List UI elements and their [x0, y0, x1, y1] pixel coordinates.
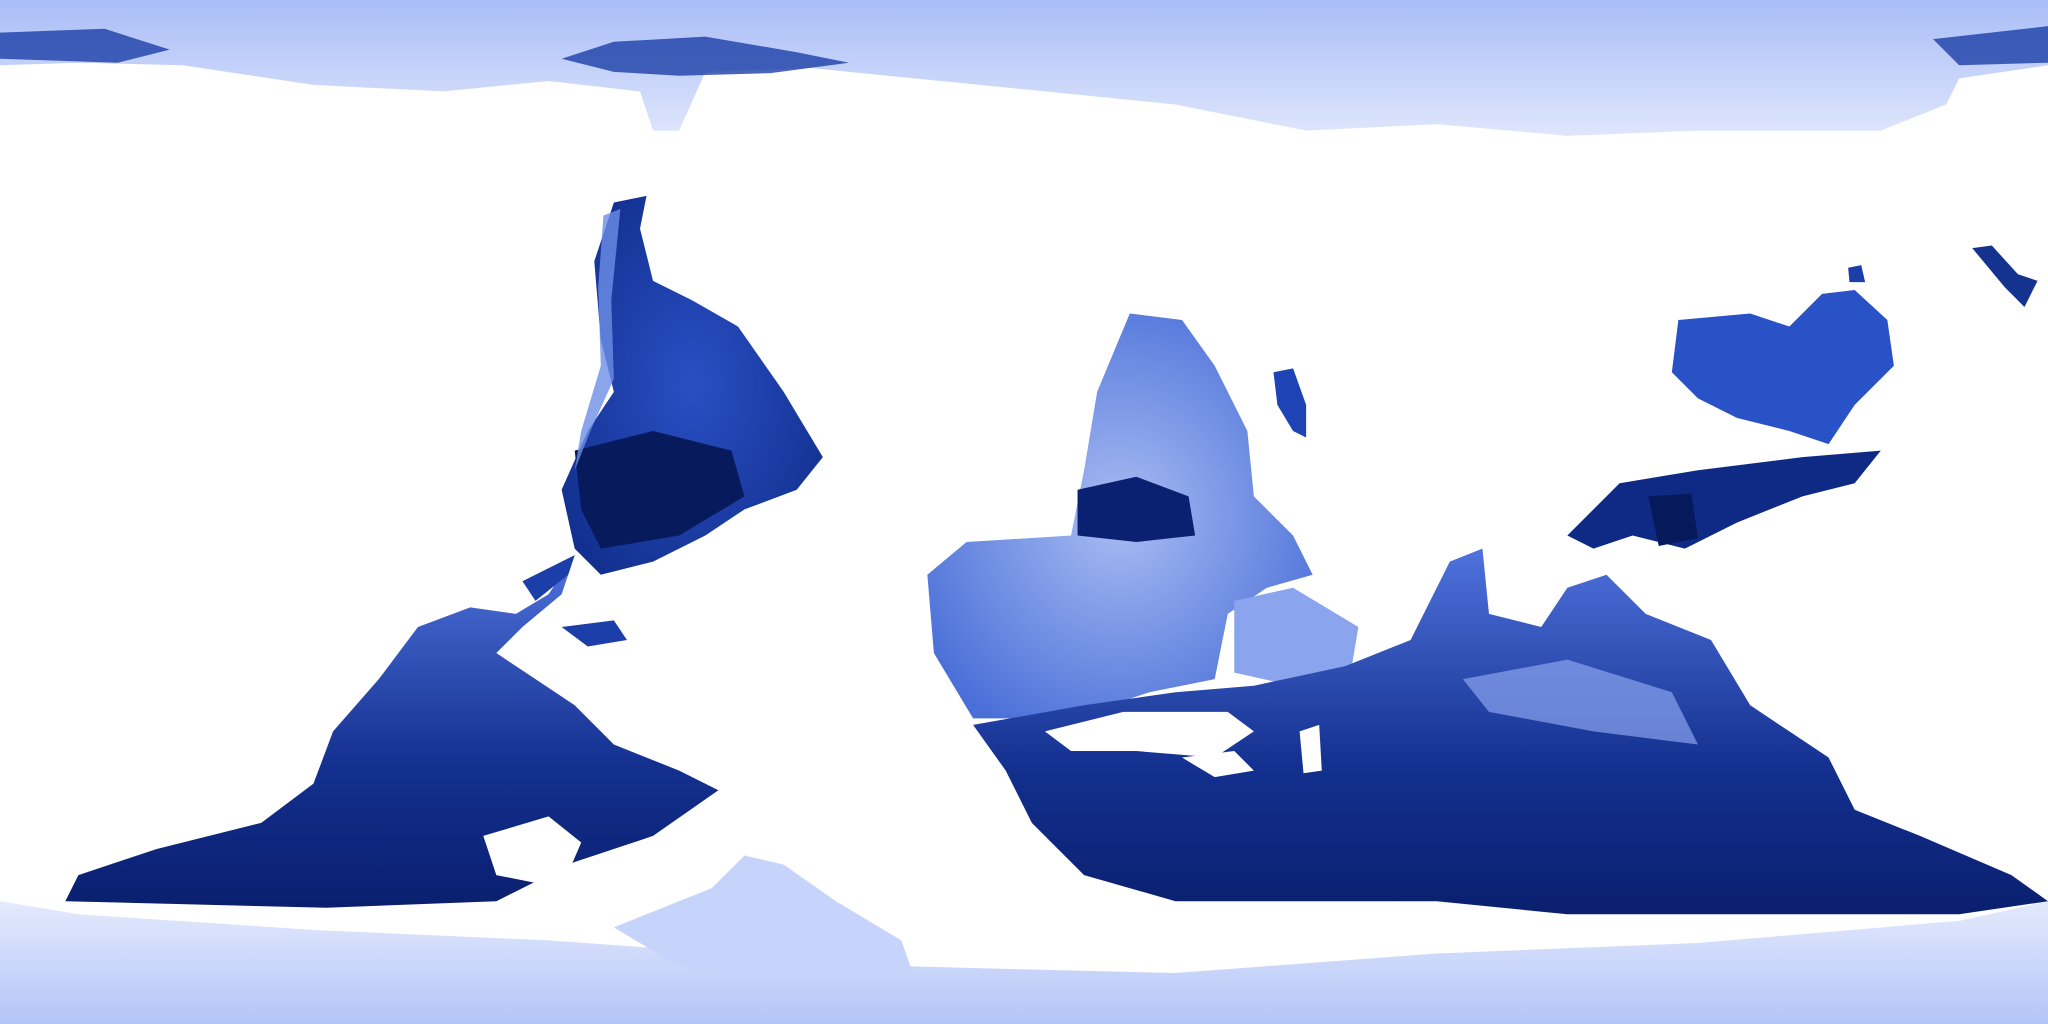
black-sea [1182, 724, 1322, 778]
tasmania [1848, 265, 1866, 283]
new-zealand [1972, 245, 2038, 307]
madagascar [1273, 368, 1307, 438]
ice-top [0, 0, 2048, 136]
greater-antilles [561, 620, 627, 647]
tibet [1462, 659, 1698, 745]
central-america [522, 555, 575, 601]
amazon [574, 431, 745, 549]
arabia [1234, 587, 1359, 686]
ice-bottom [0, 901, 2048, 1024]
australia [1671, 289, 1894, 445]
indonesia [1567, 450, 1881, 549]
hudson [483, 816, 582, 889]
congo [1077, 476, 1196, 543]
andes [574, 208, 621, 471]
eurasia [973, 548, 2048, 915]
north-america [65, 555, 719, 908]
borneo [1648, 493, 1698, 546]
mediterranean [1044, 711, 1254, 758]
greenland [613, 855, 915, 983]
